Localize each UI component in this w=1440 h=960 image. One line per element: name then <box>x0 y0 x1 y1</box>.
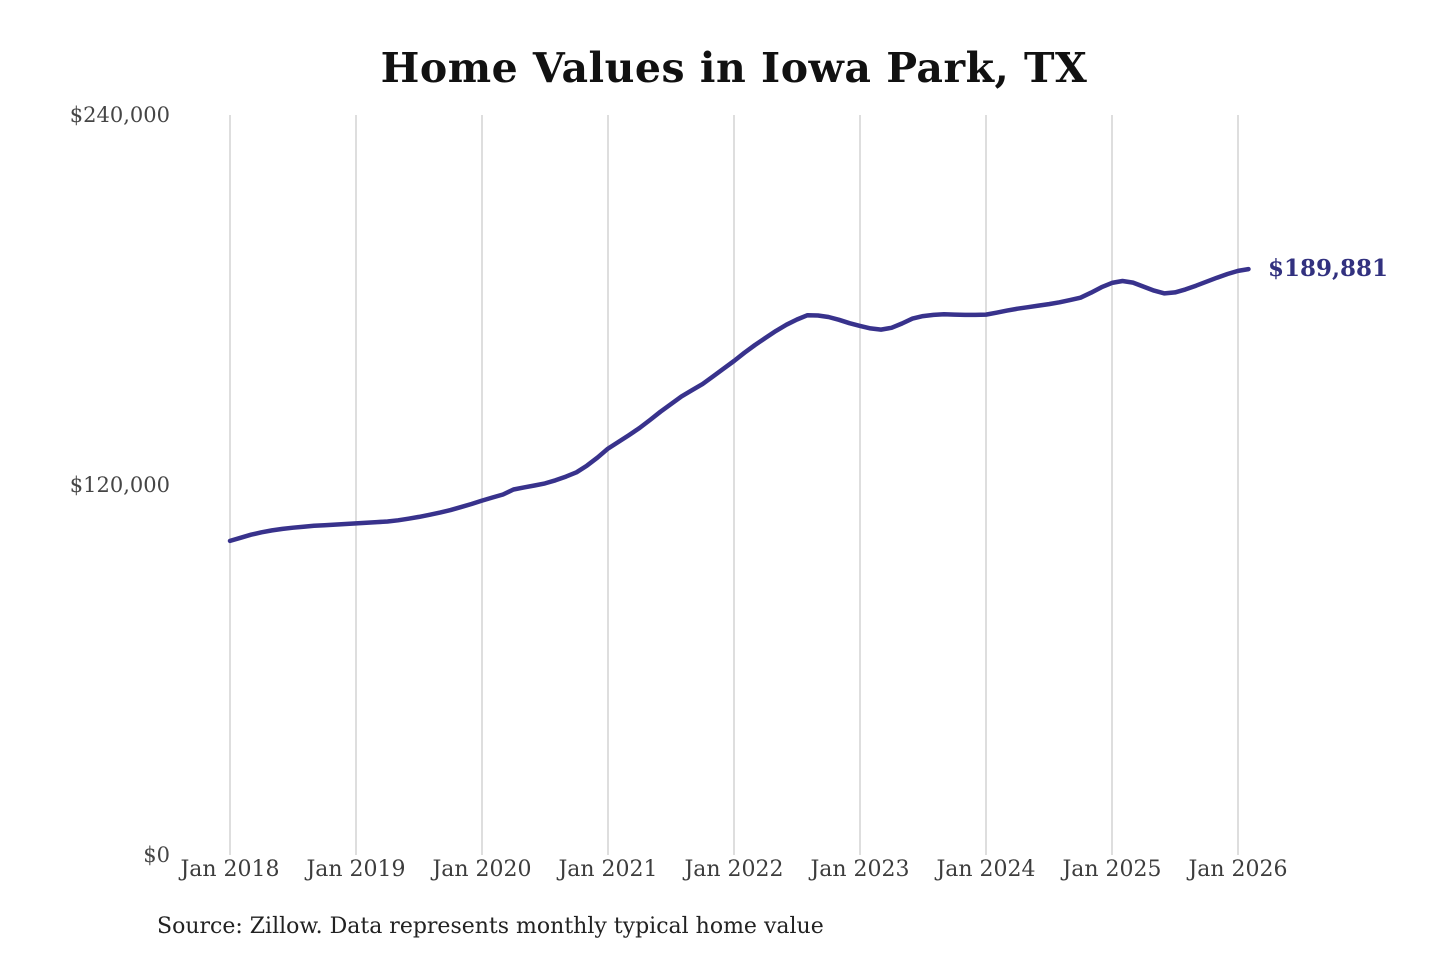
vertical-gridlines <box>229 115 1239 855</box>
x-axis-label: Jan 2020 <box>432 857 532 882</box>
x-axis-label: Jan 2026 <box>1188 857 1288 882</box>
x-axis-label: Jan 2023 <box>810 857 910 882</box>
y-axis-tick-120000: $120,000 <box>69 473 170 497</box>
x-axis-label: Jan 2022 <box>684 857 784 882</box>
home-value-line <box>227 266 1251 544</box>
x-axis-label: Jan 2021 <box>558 857 658 882</box>
y-axis-tick-240000: $240,000 <box>69 103 170 127</box>
x-axis-label: Jan 2019 <box>306 857 406 882</box>
x-axis-label: Jan 2018 <box>180 857 280 882</box>
x-axis-label: Jan 2024 <box>936 857 1036 882</box>
chart-title: Home Values in Iowa Park, TX <box>380 44 1088 92</box>
source-note: Source: Zillow. Data represents monthly … <box>157 914 824 939</box>
x-axis-label: Jan 2025 <box>1062 857 1162 882</box>
y-axis-tick-0: $0 <box>143 843 170 867</box>
latest-value-annotation: $189,881 <box>1268 255 1389 283</box>
